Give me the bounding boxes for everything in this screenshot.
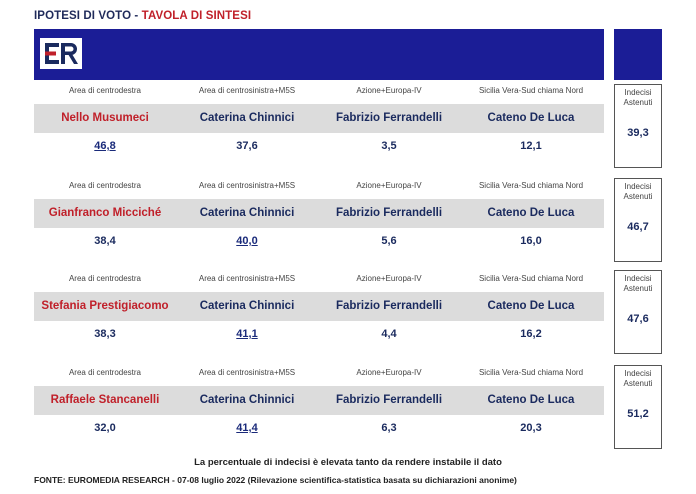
euromedia-logo <box>40 38 82 69</box>
area-label: Azione+Europa-IV <box>356 368 422 377</box>
undecided-value: 47,6 <box>627 313 649 325</box>
area-label: Area di centrosinistra+M5S <box>198 181 296 190</box>
candidate-name: Raffaele Stancanelli <box>50 394 160 406</box>
area-label: Area di centrosinistra+M5S <box>198 274 296 283</box>
area-label: Area di centrosinistra+M5S <box>198 368 296 377</box>
undecided-box: Indecisi Astenuti 47,6 <box>614 270 662 354</box>
candidate-name: Nello Musumeci <box>61 112 149 124</box>
undecided-label-line1: Indecisi <box>624 88 652 97</box>
vote-value: 16,0 <box>520 235 542 247</box>
candidate-name: Cateno De Luca <box>487 112 575 124</box>
candidate-name: Stefania Prestigiacomo <box>41 300 169 312</box>
area-label: Sicilia Vera-Sud chiama Nord <box>478 86 584 95</box>
header-banner <box>34 29 604 80</box>
undecided-label: Indecisi Astenuti <box>615 88 661 108</box>
area-label: Area di centrosinistra+M5S <box>198 86 296 95</box>
area-label: Area di centrodestra <box>68 368 142 377</box>
area-labels-row: Area di centrodestra Area di centrosinist… <box>34 368 604 382</box>
undecided-value: 51,2 <box>627 408 649 420</box>
candidates-row: Nello Musumeci Caterina Chinnici Fabrizio … <box>34 104 604 133</box>
candidate-name: Caterina Chinnici <box>199 207 295 219</box>
candidate-name: Gianfranco Micciché <box>48 207 162 219</box>
area-labels-row: Area di centrodestra Area di centrosinist… <box>34 181 604 195</box>
scenario-block: Area di centrodestra Area di centrosinist… <box>34 274 604 352</box>
source-note: FONTE: EUROMEDIA RESEARCH - 07-08 luglio… <box>34 475 517 485</box>
vote-value: 5,6 <box>381 235 397 247</box>
vote-value: 6,3 <box>381 422 397 434</box>
scenario-block: Area di centrodestra Area di centrosinist… <box>34 86 604 164</box>
side-banner <box>614 29 662 80</box>
vote-value: 16,2 <box>520 328 542 340</box>
undecided-label-line1: Indecisi <box>624 182 652 191</box>
candidate-name: Caterina Chinnici <box>199 300 295 312</box>
area-labels-row: Area di centrodestra Area di centrosinist… <box>34 86 604 100</box>
vote-value: 20,3 <box>520 422 542 434</box>
title-part-1: IPOTESI DI VOTO - <box>34 10 142 22</box>
values-row: 32,0 41,4 6,3 20,3 <box>34 422 604 438</box>
undecided-box: Indecisi Astenuti 39,3 <box>614 84 662 168</box>
leading-value: 41,4 <box>236 422 258 434</box>
undecided-box: Indecisi Astenuti 46,7 <box>614 178 662 262</box>
values-row: 38,3 41,1 4,4 16,2 <box>34 328 604 344</box>
undecided-label: Indecisi Astenuti <box>615 182 661 202</box>
footer-note: La percentuale di indecisi è elevata tan… <box>194 457 502 468</box>
undecided-label: Indecisi Astenuti <box>615 369 661 389</box>
candidate-name: Fabrizio Ferrandelli <box>335 394 443 406</box>
values-row: 38,4 40,0 5,6 16,0 <box>34 235 604 251</box>
candidate-name: Caterina Chinnici <box>199 112 295 124</box>
vote-value: 38,3 <box>94 328 116 340</box>
leading-value: 41,1 <box>236 328 258 340</box>
vote-value: 12,1 <box>520 140 542 152</box>
area-label: Azione+Europa-IV <box>356 181 422 190</box>
vote-value: 37,6 <box>236 140 258 152</box>
vote-value: 32,0 <box>94 422 116 434</box>
candidate-name: Cateno De Luca <box>487 300 575 312</box>
area-label: Area di centrodestra <box>68 274 142 283</box>
area-label: Area di centrodestra <box>68 86 142 95</box>
area-label: Azione+Europa-IV <box>356 86 422 95</box>
leading-value: 46,8 <box>94 140 116 152</box>
undecided-label-line2: Astenuti <box>623 192 653 201</box>
candidate-name: Caterina Chinnici <box>199 394 295 406</box>
candidate-name: Cateno De Luca <box>487 394 575 406</box>
vote-value: 3,5 <box>381 140 397 152</box>
area-label: Sicilia Vera-Sud chiama Nord <box>478 368 584 377</box>
values-row: 46,8 37,6 3,5 12,1 <box>34 140 604 156</box>
undecided-label-line2: Astenuti <box>623 98 653 107</box>
area-label: Sicilia Vera-Sud chiama Nord <box>478 181 584 190</box>
undecided-label: Indecisi Astenuti <box>615 274 661 294</box>
candidate-name: Cateno De Luca <box>487 207 575 219</box>
undecided-label-line2: Astenuti <box>623 284 653 293</box>
area-labels-row: Area di centrodestra Area di centrosinist… <box>34 274 604 288</box>
candidate-name: Fabrizio Ferrandelli <box>335 112 443 124</box>
undecided-label-line1: Indecisi <box>624 274 652 283</box>
candidate-name: Fabrizio Ferrandelli <box>335 300 443 312</box>
candidates-row: Raffaele Stancanelli Caterina Chinnici Fab… <box>34 386 604 415</box>
title-part-2: TAVOLA DI SINTESI <box>141 10 252 22</box>
leading-value: 40,0 <box>236 235 258 247</box>
candidates-row: Gianfranco Micciché Caterina Chinnici Fabr… <box>34 199 604 228</box>
area-label: Area di centrodestra <box>68 181 142 190</box>
undecided-value: 46,7 <box>627 221 649 233</box>
candidate-name: Fabrizio Ferrandelli <box>335 207 443 219</box>
vote-value: 38,4 <box>94 235 116 247</box>
area-label: Azione+Europa-IV <box>356 274 422 283</box>
candidates-row: Stefania Prestigiacomo Caterina Chinnici F… <box>34 292 604 321</box>
vote-value: 4,4 <box>381 328 397 340</box>
page-title: IPOTESI DI VOTO - TAVOLA DI SINTESI <box>34 10 251 22</box>
undecided-label-line2: Astenuti <box>623 379 653 388</box>
scenario-block: Area di centrodestra Area di centrosinist… <box>34 181 604 259</box>
area-label: Sicilia Vera-Sud chiama Nord <box>478 274 584 283</box>
undecided-label-line1: Indecisi <box>624 369 652 378</box>
scenario-block: Area di centrodestra Area di centrosinist… <box>34 368 604 446</box>
undecided-value: 39,3 <box>627 127 649 139</box>
undecided-box: Indecisi Astenuti 51,2 <box>614 365 662 449</box>
